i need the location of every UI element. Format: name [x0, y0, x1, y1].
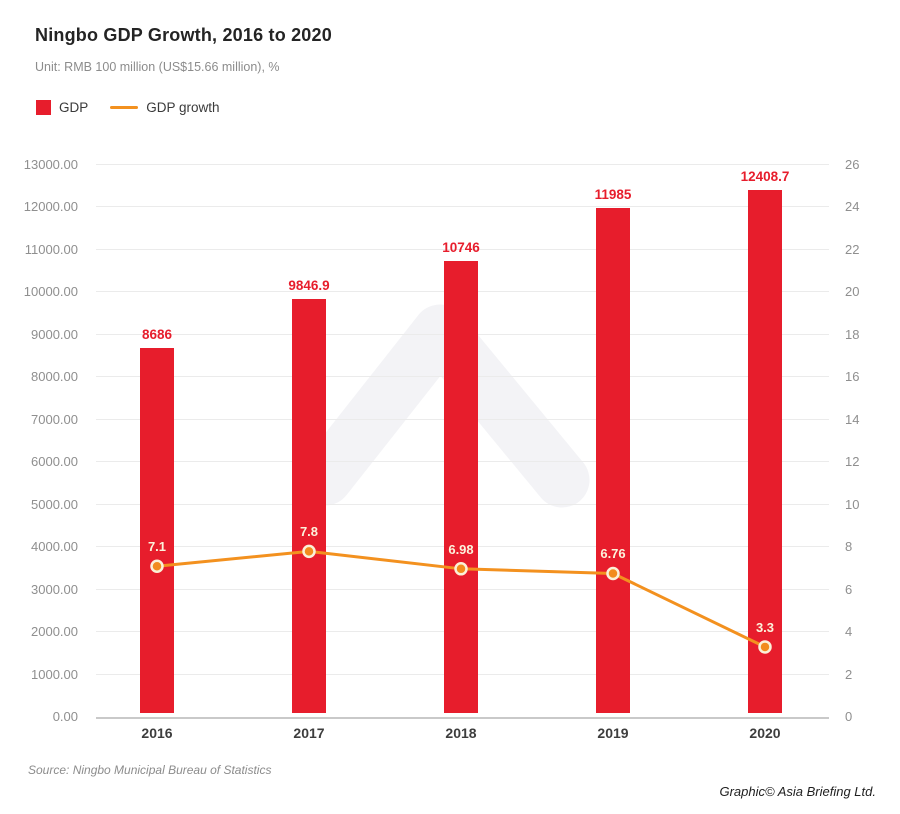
y-axis-right-tick-label: 4 — [845, 624, 853, 640]
x-axis-line — [96, 717, 829, 719]
y-axis-right-tick-label: 12 — [845, 454, 860, 470]
gdp-growth-value-label: 7.1 — [147, 539, 167, 555]
gdp-bar-value-label: 8686 — [141, 327, 173, 343]
x-axis-year-label: 2019 — [597, 725, 629, 741]
y-axis-right-tick-label: 18 — [845, 326, 860, 342]
gdp-bar-value-label: 9846.9 — [288, 277, 330, 293]
y-axis-left-tick-label: 11000.00 — [24, 241, 78, 257]
credit-note: Graphic© Asia Briefing Ltd. — [719, 784, 876, 799]
chart-title: Ningbo GDP Growth, 2016 to 2020 — [35, 25, 332, 45]
y-axis-right-tick-label: 6 — [845, 581, 853, 597]
gdp-bar — [292, 298, 326, 713]
x-axis-year-label: 2016 — [141, 725, 173, 741]
legend-gdp-label: GDP — [59, 99, 89, 115]
gridline — [96, 206, 829, 208]
y-axis-left-tick-label: 1000.00 — [31, 666, 78, 682]
y-axis-left-tick-label: 12000.00 — [23, 199, 78, 215]
y-axis-right-tick-label: 20 — [845, 284, 860, 300]
source-note: Source: Ningbo Municipal Bureau of Stati… — [28, 763, 272, 777]
y-axis-left-tick-label: 6000.00 — [31, 454, 78, 470]
x-axis-year-label: 2020 — [749, 725, 781, 741]
y-axis-right-tick-label: 2 — [845, 666, 853, 682]
gridline — [96, 248, 829, 250]
x-axis-year-label: 2017 — [293, 725, 325, 741]
gdp-bar-value-label: 10746 — [442, 239, 480, 255]
gdp-bar-value-label: 11985 — [594, 187, 632, 203]
legend-gdp-swatch — [36, 99, 51, 115]
gdp-growth-value-label: 3.3 — [755, 619, 775, 635]
y-axis-left-tick-label: 3000.00 — [31, 581, 78, 597]
y-axis-right-tick-label: 24 — [845, 199, 860, 215]
gdp-bar-value-label: 12408.7 — [740, 169, 790, 185]
y-axis-left-tick-label: 8000.00 — [31, 369, 78, 385]
chart-subtitle: Unit: RMB 100 million (US$15.66 million)… — [35, 60, 280, 74]
gdp-bar — [596, 208, 630, 713]
gdp-growth-value-label: 6.76 — [600, 546, 626, 562]
gdp-growth-value-label: 6.98 — [448, 541, 474, 557]
y-axis-right-tick-label: 10 — [845, 496, 860, 512]
y-axis-right-tick-label: 8 — [845, 539, 853, 555]
gdp-growth-value-label: 7.8 — [299, 524, 319, 540]
y-axis-right-tick-label: 22 — [845, 241, 860, 257]
y-axis-left-tick-label: 7000.00 — [31, 411, 78, 427]
gdp-bar — [140, 348, 174, 713]
y-axis-left-tick-label: 10000.00 — [23, 284, 78, 300]
gdp-bar — [444, 260, 478, 713]
y-axis-right-tick-label: 16 — [845, 369, 860, 385]
gridline — [96, 164, 829, 165]
x-axis-year-label: 2018 — [445, 725, 477, 741]
y-axis-left-tick-label: 2000.00 — [31, 624, 78, 640]
legend-gdp-growth-line-swatch — [110, 105, 139, 109]
y-axis-left-tick-label: 13000.00 — [23, 157, 78, 172]
y-axis-right-tick-label: 26 — [845, 157, 860, 172]
y-axis-left-tick-label: 0.00 — [52, 709, 78, 724]
y-axis-right-tick-label: 0 — [845, 709, 853, 724]
y-axis-left-tick-label: 4000.00 — [31, 539, 78, 555]
y-axis-left-tick-label: 5000.00 — [31, 496, 78, 512]
legend: GDP GDP growth — [36, 99, 220, 115]
y-axis-left-tick-label: 9000.00 — [31, 326, 78, 342]
y-axis-right-tick-label: 14 — [845, 411, 860, 427]
legend-gdp-growth-label: GDP growth — [146, 99, 220, 115]
